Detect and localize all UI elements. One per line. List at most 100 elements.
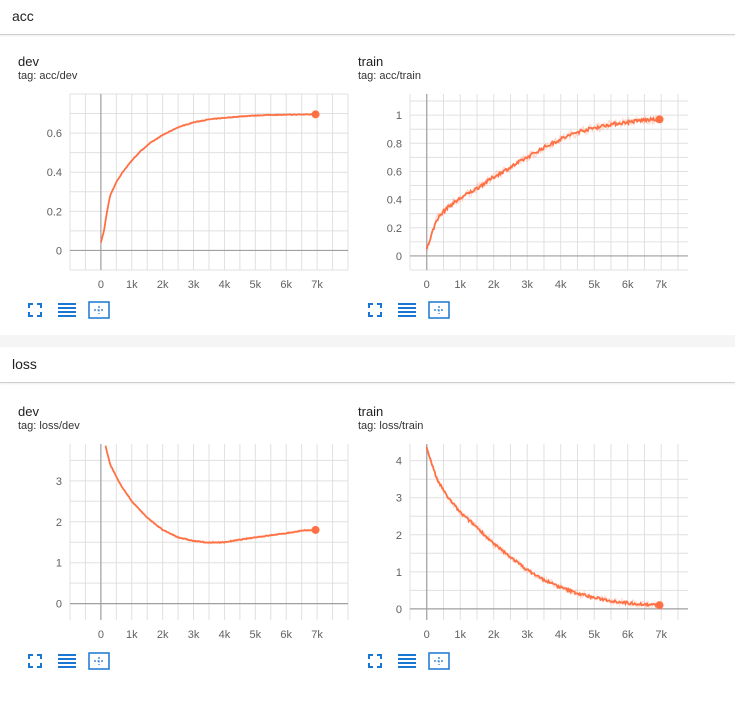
x-tick-label: 5k <box>588 279 600 291</box>
series-end-point <box>311 110 320 119</box>
chart-toolbar <box>24 300 110 320</box>
x-tick-label: 1k <box>454 279 466 291</box>
x-tick-label: 7k <box>655 279 667 291</box>
y-tick-label: 3 <box>56 476 62 488</box>
chart-toolbar <box>364 651 450 671</box>
section-header-acc[interactable]: acc <box>0 0 735 35</box>
x-tick-label: 0 <box>98 279 104 291</box>
chart-title: dev <box>18 404 39 419</box>
fit-domain-icon <box>88 652 110 670</box>
y-tick-label: 4 <box>396 456 402 468</box>
x-tick-label: 4k <box>219 629 231 641</box>
y-tick-label: 0.6 <box>47 128 62 140</box>
y-tick-label: 0 <box>56 245 62 257</box>
data-table-icon <box>58 303 76 317</box>
data-table-icon <box>398 654 416 668</box>
fit-domain-icon <box>428 652 450 670</box>
x-tick-label: 5k <box>250 279 262 291</box>
fullscreen-button[interactable] <box>24 300 46 320</box>
x-tick-label: 4k <box>219 279 231 291</box>
x-tick-label: 2k <box>488 629 500 641</box>
section-title: loss <box>12 356 37 372</box>
series-line <box>425 446 661 609</box>
x-tick-label: 0 <box>424 279 430 291</box>
data-table-button[interactable] <box>396 300 418 320</box>
y-tick-label: 1 <box>396 567 402 579</box>
y-tick-label: 2 <box>56 517 62 529</box>
data-table-button[interactable] <box>396 651 418 671</box>
x-tick-label: 6k <box>280 629 292 641</box>
x-tick-label: 6k <box>280 279 292 291</box>
x-tick-label: 1k <box>126 629 138 641</box>
series-line <box>104 445 317 544</box>
y-tick-label: 2 <box>396 530 402 542</box>
fit-domain-button[interactable] <box>88 651 110 671</box>
y-tick-label: 3 <box>396 493 402 505</box>
chart-toolbar <box>364 300 450 320</box>
fullscreen-icon <box>28 654 42 668</box>
data-table-icon <box>58 654 76 668</box>
data-table-button[interactable] <box>56 300 78 320</box>
x-tick-label: 3k <box>188 279 200 291</box>
x-tick-label: 3k <box>521 279 533 291</box>
fit-domain-button[interactable] <box>428 300 450 320</box>
x-tick-label: 3k <box>188 629 200 641</box>
y-tick-label: 0.6 <box>387 166 402 178</box>
y-tick-label: 0.4 <box>387 195 402 207</box>
y-tick-label: 0.2 <box>47 206 62 218</box>
fit-domain-icon <box>428 301 450 319</box>
x-tick-label: 5k <box>250 629 262 641</box>
series-line <box>425 115 661 250</box>
y-tick-label: 0 <box>396 251 402 263</box>
fullscreen-button[interactable] <box>24 651 46 671</box>
x-tick-label: 3k <box>521 629 533 641</box>
chart-tag: tag: loss/train <box>358 420 424 432</box>
fit-domain-button[interactable] <box>88 300 110 320</box>
section-title: acc <box>12 8 34 24</box>
series-line-raw <box>426 115 661 251</box>
y-tick-label: 0 <box>396 604 402 616</box>
fit-domain-button[interactable] <box>428 651 450 671</box>
x-tick-label: 7k <box>655 629 667 641</box>
series-end-point <box>655 601 664 610</box>
y-tick-label: 1 <box>56 558 62 570</box>
x-tick-label: 4k <box>555 279 567 291</box>
y-tick-label: 0.8 <box>387 138 402 150</box>
series-end-point <box>311 525 320 534</box>
y-tick-label: 0.2 <box>387 223 402 235</box>
x-tick-label: 0 <box>424 629 430 641</box>
fullscreen-button[interactable] <box>364 651 386 671</box>
x-tick-label: 2k <box>488 279 500 291</box>
fit-domain-icon <box>88 301 110 319</box>
x-tick-label: 6k <box>622 629 634 641</box>
chart-title: train <box>358 54 384 69</box>
x-tick-label: 2k <box>157 629 169 641</box>
y-tick-label: 0 <box>56 599 62 611</box>
chart-card-acc-dev: dev tag: acc/dev <box>18 54 358 354</box>
x-tick-label: 1k <box>126 279 138 291</box>
y-tick-label: 0.4 <box>47 167 62 179</box>
chart-tag: tag: acc/train <box>358 70 421 82</box>
fullscreen-button[interactable] <box>364 300 386 320</box>
series-end-point <box>655 115 664 124</box>
fullscreen-icon <box>28 303 42 317</box>
chart-card-loss-dev: dev tag: loss/dev <box>18 404 358 704</box>
data-table-icon <box>398 303 416 317</box>
x-tick-label: 1k <box>454 629 466 641</box>
chart-card-loss-train: train tag: loss/train <box>358 404 698 704</box>
x-tick-label: 2k <box>157 279 169 291</box>
series-line <box>100 113 316 243</box>
chart-tag: tag: acc/dev <box>18 70 78 82</box>
fullscreen-icon <box>368 303 382 317</box>
x-tick-label: 6k <box>622 279 634 291</box>
chart-title: train <box>358 404 384 419</box>
section-header-loss[interactable]: loss <box>0 348 735 383</box>
x-tick-label: 7k <box>311 279 323 291</box>
chart-title: dev <box>18 54 39 69</box>
data-table-button[interactable] <box>56 651 78 671</box>
fullscreen-icon <box>368 654 382 668</box>
x-tick-label: 0 <box>98 629 104 641</box>
x-tick-label: 7k <box>311 629 323 641</box>
x-tick-label: 5k <box>588 629 600 641</box>
